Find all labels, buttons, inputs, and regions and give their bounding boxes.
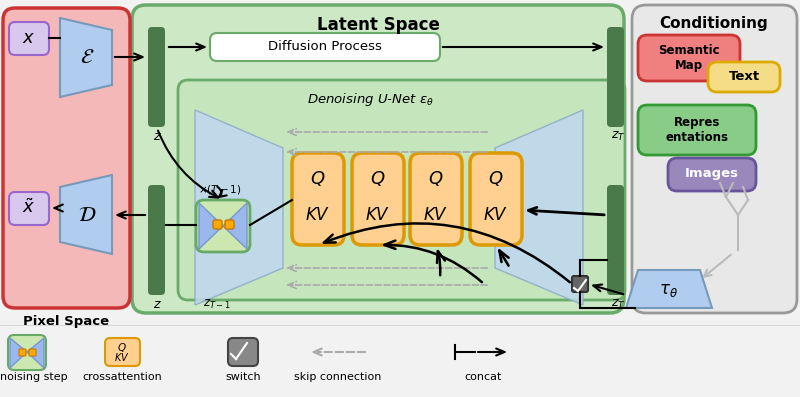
Polygon shape: [195, 110, 283, 305]
Text: Pixel Space: Pixel Space: [23, 315, 109, 328]
Text: $KV$: $KV$: [306, 206, 330, 224]
Text: concat: concat: [464, 372, 502, 382]
Text: $\mathcal{E}$: $\mathcal{E}$: [80, 47, 94, 67]
FancyBboxPatch shape: [638, 105, 756, 155]
FancyBboxPatch shape: [607, 185, 624, 295]
Polygon shape: [27, 338, 44, 368]
FancyBboxPatch shape: [8, 335, 46, 370]
Text: $KV$: $KV$: [483, 206, 509, 224]
FancyBboxPatch shape: [19, 349, 26, 356]
Polygon shape: [626, 270, 712, 308]
Text: $KV$: $KV$: [366, 206, 390, 224]
FancyBboxPatch shape: [572, 276, 588, 292]
Polygon shape: [495, 110, 583, 305]
FancyBboxPatch shape: [632, 5, 797, 313]
Text: $x$: $x$: [22, 29, 36, 47]
FancyBboxPatch shape: [148, 185, 165, 295]
Polygon shape: [60, 18, 112, 97]
Text: $\tilde{x}$: $\tilde{x}$: [22, 199, 36, 217]
Text: denoising step: denoising step: [0, 372, 68, 382]
Polygon shape: [10, 338, 27, 368]
Text: $\tau_\theta$: $\tau_\theta$: [658, 281, 678, 299]
Text: Diffusion Process: Diffusion Process: [268, 40, 382, 54]
FancyBboxPatch shape: [668, 158, 756, 191]
FancyBboxPatch shape: [3, 8, 130, 308]
FancyBboxPatch shape: [225, 220, 234, 229]
Text: Latent Space: Latent Space: [317, 16, 439, 34]
Text: skip connection: skip connection: [294, 372, 382, 382]
FancyBboxPatch shape: [132, 5, 624, 313]
FancyBboxPatch shape: [470, 153, 522, 245]
Polygon shape: [223, 203, 247, 249]
Text: $KV$: $KV$: [423, 206, 449, 224]
FancyBboxPatch shape: [196, 200, 250, 252]
Text: $z_{T-1}$: $z_{T-1}$: [203, 298, 231, 311]
Text: $KV$: $KV$: [114, 351, 130, 363]
Text: $Q$: $Q$: [310, 168, 326, 187]
Text: $z_T$: $z_T$: [610, 130, 626, 143]
FancyBboxPatch shape: [292, 153, 344, 245]
FancyBboxPatch shape: [638, 35, 740, 81]
Text: $z$: $z$: [153, 298, 162, 311]
FancyBboxPatch shape: [607, 27, 624, 127]
Text: Text: Text: [729, 71, 759, 83]
FancyBboxPatch shape: [410, 153, 462, 245]
Text: Semantic
Map: Semantic Map: [658, 44, 720, 72]
Text: switch: switch: [225, 372, 261, 382]
Text: Repres
entations: Repres entations: [666, 116, 729, 144]
Text: $z$: $z$: [153, 130, 162, 143]
Text: $Q$: $Q$: [117, 341, 127, 353]
Polygon shape: [199, 203, 223, 249]
Text: Conditioning: Conditioning: [660, 16, 768, 31]
FancyBboxPatch shape: [213, 220, 222, 229]
FancyBboxPatch shape: [178, 80, 625, 300]
FancyBboxPatch shape: [105, 338, 140, 366]
Text: $z_T$: $z_T$: [610, 298, 626, 311]
Text: Denoising U-Net $\epsilon_\theta$: Denoising U-Net $\epsilon_\theta$: [306, 91, 434, 108]
FancyBboxPatch shape: [228, 338, 258, 366]
FancyBboxPatch shape: [352, 153, 404, 245]
Text: $Q$: $Q$: [428, 168, 444, 187]
FancyBboxPatch shape: [9, 192, 49, 225]
Text: $\times(T-1)$: $\times(T-1)$: [198, 183, 242, 196]
FancyBboxPatch shape: [708, 62, 780, 92]
FancyBboxPatch shape: [210, 33, 440, 61]
Polygon shape: [60, 175, 112, 254]
Text: $Q$: $Q$: [488, 168, 504, 187]
Text: $\mathcal{D}$: $\mathcal{D}$: [78, 205, 96, 225]
Text: $Q$: $Q$: [370, 168, 386, 187]
FancyBboxPatch shape: [148, 27, 165, 127]
FancyBboxPatch shape: [29, 349, 36, 356]
FancyBboxPatch shape: [9, 22, 49, 55]
Text: crossattention: crossattention: [82, 372, 162, 382]
Text: Images: Images: [685, 168, 739, 181]
